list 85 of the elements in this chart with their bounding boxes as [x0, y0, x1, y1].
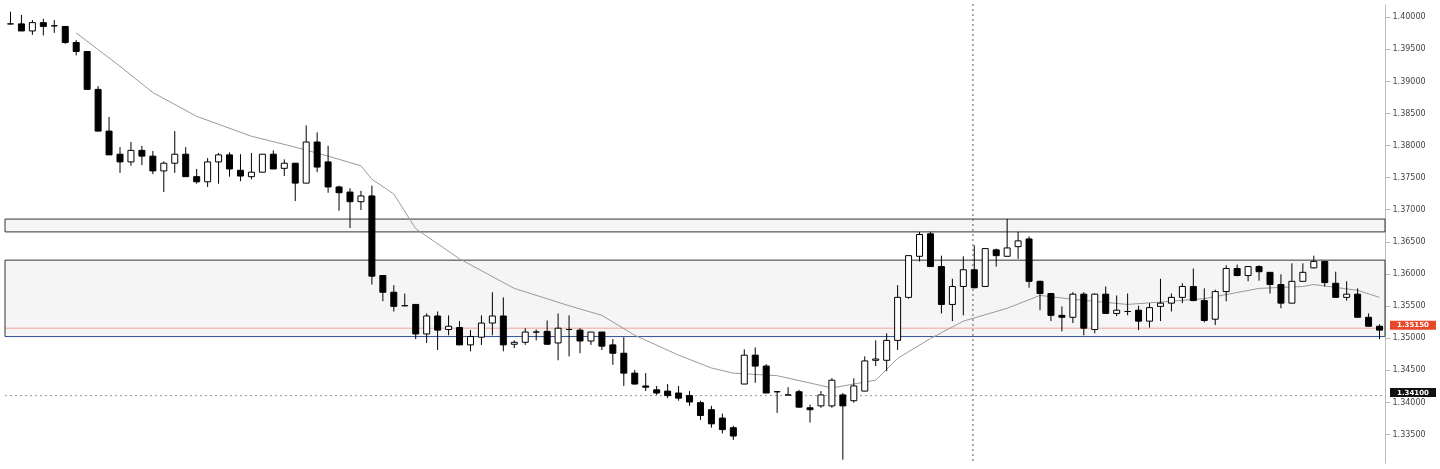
candlestick	[784, 386, 792, 396]
candlestick	[1135, 305, 1143, 331]
candlestick	[543, 319, 551, 346]
candlestick	[970, 244, 978, 289]
candlestick	[609, 338, 617, 366]
candlestick	[576, 327, 584, 354]
candlestick	[1156, 278, 1164, 322]
candlestick	[171, 130, 179, 174]
candlestick	[226, 151, 234, 178]
candlestick	[215, 152, 223, 185]
candlestick	[1288, 262, 1296, 304]
candlestick	[1266, 271, 1274, 295]
candlestick	[357, 190, 365, 211]
candlestick	[883, 332, 891, 372]
y-tick-label: 1.35500	[1392, 301, 1426, 311]
candlestick	[959, 255, 967, 316]
y-tick-label: 1.33500	[1392, 429, 1426, 439]
line-series	[75, 32, 1381, 389]
y-tick-label: 1.38000	[1392, 140, 1426, 150]
candlestick	[138, 145, 146, 166]
candlestick	[872, 339, 880, 367]
candlestick	[335, 185, 343, 212]
candlestick	[1014, 231, 1022, 260]
candlestick	[149, 150, 157, 175]
candlestick	[554, 312, 562, 361]
candlestick	[751, 346, 759, 384]
candlestick	[948, 278, 956, 322]
candlestick	[806, 404, 814, 424]
candlestick	[379, 275, 387, 302]
candlestick	[1189, 267, 1197, 302]
candlestick	[1200, 287, 1208, 323]
candlestick	[1102, 285, 1110, 314]
candlestick	[1178, 282, 1186, 304]
y-tick-label: 1.37500	[1392, 172, 1426, 182]
candlestick	[839, 392, 847, 461]
candlestick	[620, 336, 628, 387]
candlestick	[1058, 305, 1066, 332]
candlestick	[1047, 293, 1055, 322]
candlestick	[1146, 302, 1154, 329]
candlestick	[1069, 291, 1077, 324]
candlestick	[204, 157, 212, 188]
y-tick-label: 1.37000	[1392, 204, 1426, 214]
candlestick	[488, 291, 496, 336]
y-tick-label: 1.34000	[1392, 397, 1426, 407]
candlestick	[390, 284, 398, 312]
candlestick	[916, 231, 924, 262]
candlestick	[423, 312, 431, 344]
candlestick	[160, 160, 168, 193]
y-tick-label: 1.36500	[1392, 237, 1426, 247]
candlestick	[1299, 262, 1307, 282]
candlestick	[1113, 294, 1121, 317]
candlestick	[182, 146, 190, 178]
y-tick-label: 1.36000	[1392, 269, 1426, 279]
candlestick	[105, 116, 113, 156]
candlestick	[269, 149, 277, 170]
candlestick	[247, 152, 255, 180]
candlestick	[445, 314, 453, 336]
candlestick	[477, 314, 485, 346]
candlestick	[707, 405, 715, 429]
candlestick	[1036, 280, 1044, 311]
y-tick-label: 1.39500	[1392, 44, 1426, 54]
candlestick	[434, 311, 442, 351]
y-tick-label: 1.38500	[1392, 108, 1426, 118]
candlestick	[1277, 273, 1285, 309]
candlestick	[718, 413, 726, 434]
candlestick	[291, 162, 299, 202]
y-tick-label: 1.35000	[1392, 333, 1426, 343]
candlestick	[1343, 280, 1351, 302]
candlestick	[1255, 264, 1263, 282]
candlestick	[1321, 260, 1329, 287]
candlestick	[1332, 271, 1340, 298]
candlestick	[456, 320, 464, 346]
candlestick	[696, 400, 704, 421]
candlestick	[116, 146, 124, 174]
candlestick	[127, 141, 135, 167]
candlestick	[466, 329, 474, 352]
candlestick	[1222, 264, 1230, 302]
candlestick	[1003, 218, 1011, 257]
y-tick-label: 1.34500	[1392, 365, 1426, 375]
y-tick-label: 1.39000	[1392, 76, 1426, 86]
candlestick	[850, 377, 858, 404]
candlestick	[346, 187, 354, 229]
y-tick-label: 1.40000	[1392, 12, 1426, 22]
candlestick	[236, 153, 244, 182]
candlestick	[1354, 287, 1362, 318]
